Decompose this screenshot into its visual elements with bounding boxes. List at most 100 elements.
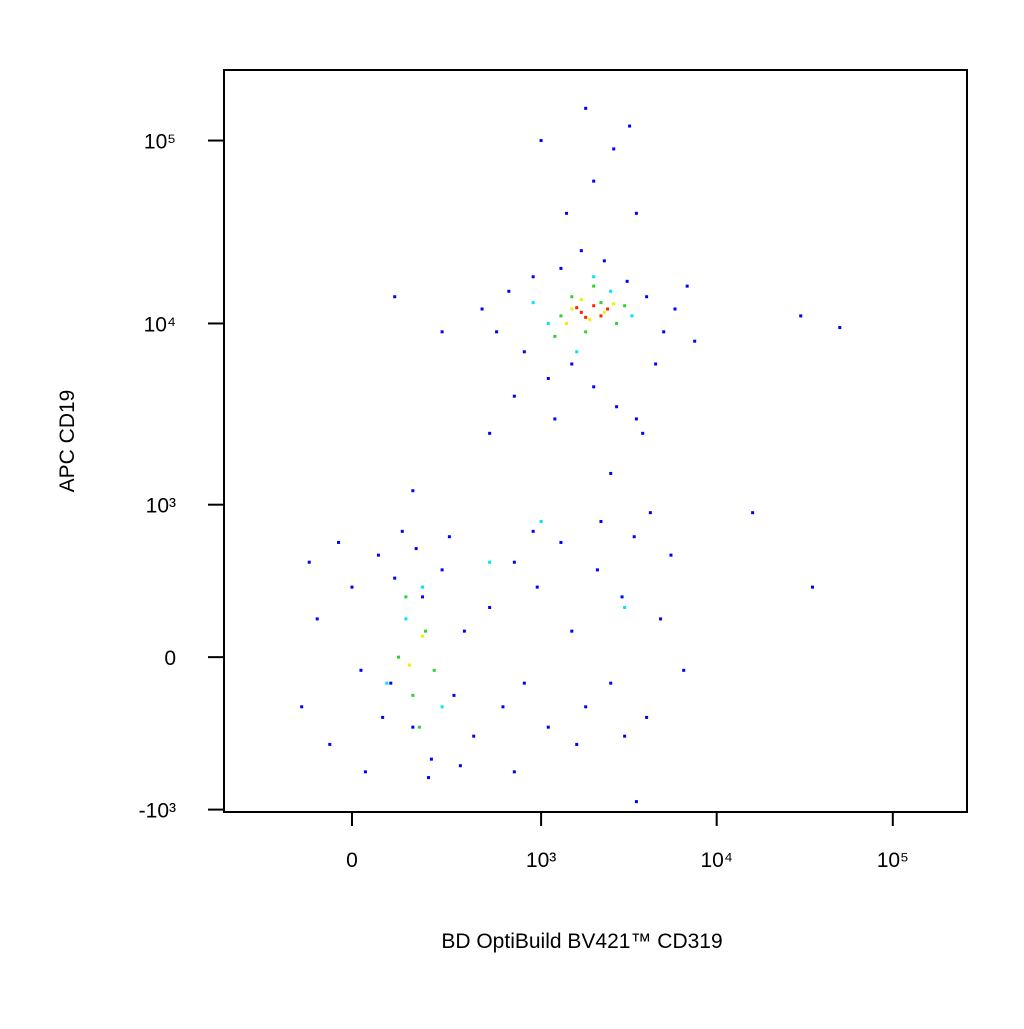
event-dot xyxy=(623,304,627,308)
event-dot xyxy=(421,634,425,638)
event-dot xyxy=(615,321,619,325)
event-dot xyxy=(584,705,588,709)
event-dot xyxy=(645,295,649,299)
event-dot xyxy=(592,304,596,308)
event-dot xyxy=(546,376,550,380)
event-dot xyxy=(350,585,354,589)
event-dot xyxy=(411,725,415,729)
event-dot xyxy=(630,314,634,318)
event-dot xyxy=(531,301,535,305)
event-dot xyxy=(838,326,842,330)
event-dot xyxy=(411,693,415,697)
event-dot xyxy=(654,362,658,366)
event-dot xyxy=(659,617,663,621)
event-dot xyxy=(609,681,613,685)
event-dot xyxy=(682,668,686,672)
event-dot xyxy=(522,350,526,354)
event-dot xyxy=(565,211,569,215)
event-dot xyxy=(559,314,563,318)
event-dot xyxy=(512,770,516,774)
event-dot xyxy=(685,284,689,288)
event-dot xyxy=(389,681,393,685)
event-dot xyxy=(337,540,341,544)
event-dot xyxy=(407,663,411,667)
event-dot xyxy=(427,776,431,780)
event-dot xyxy=(421,595,425,599)
event-dot xyxy=(565,321,569,325)
event-dot xyxy=(531,529,535,533)
event-dot xyxy=(385,681,389,685)
x-axis-label: BD OptiBuild BV421™ CD319 xyxy=(441,930,722,953)
event-dot xyxy=(623,734,627,738)
event-dot xyxy=(512,394,516,398)
event-dot xyxy=(488,605,492,609)
event-dot xyxy=(376,553,380,557)
event-dot xyxy=(535,585,539,589)
event-dot xyxy=(612,147,616,151)
event-dot xyxy=(559,266,563,270)
event-dot xyxy=(570,295,574,299)
event-dot xyxy=(488,560,492,564)
event-dot xyxy=(328,742,332,746)
event-dot xyxy=(606,307,610,311)
event-dot xyxy=(751,511,755,515)
event-dot xyxy=(693,339,697,343)
event-dot xyxy=(584,106,588,110)
event-dot xyxy=(634,800,638,804)
event-dot xyxy=(579,298,583,302)
event-dot xyxy=(612,302,616,306)
event-dot xyxy=(512,560,516,564)
y-tick-label: 10⁴ xyxy=(144,313,176,336)
event-dot xyxy=(634,211,638,215)
event-dot xyxy=(414,547,418,551)
event-dot xyxy=(602,310,606,314)
x-tick-label: 10⁵ xyxy=(877,849,909,872)
event-dot xyxy=(553,417,557,421)
event-dot xyxy=(421,585,425,589)
event-dot xyxy=(645,715,649,719)
event-dot xyxy=(641,431,645,435)
y-tick-label: -10³ xyxy=(139,800,176,823)
event-dot xyxy=(404,595,408,599)
event-dot xyxy=(673,307,677,311)
event-dot xyxy=(628,124,632,128)
event-dot xyxy=(400,529,404,533)
event-dot xyxy=(393,576,397,580)
event-dot xyxy=(575,742,579,746)
event-dot xyxy=(615,405,619,409)
event-dot xyxy=(623,605,627,609)
y-tick-label: 10⁵ xyxy=(144,131,176,154)
event-dot xyxy=(609,289,613,293)
event-dot xyxy=(462,629,466,633)
event-dot xyxy=(472,734,476,738)
event-dot xyxy=(307,560,311,564)
event-dot xyxy=(315,617,319,621)
event-dot xyxy=(458,764,462,768)
x-tick-label: 10⁴ xyxy=(700,849,732,872)
event-dot xyxy=(810,585,814,589)
event-dot xyxy=(575,350,579,354)
event-dot xyxy=(634,417,638,421)
event-dot xyxy=(440,568,444,572)
event-dot xyxy=(570,307,574,311)
event-dot xyxy=(488,431,492,435)
event-dot xyxy=(648,511,652,515)
event-dot xyxy=(575,306,579,310)
event-dot xyxy=(579,310,583,314)
event-dot xyxy=(546,725,550,729)
event-dot xyxy=(662,330,666,334)
y-tick-label: 10³ xyxy=(146,495,176,518)
event-dot xyxy=(381,715,385,719)
event-dot xyxy=(599,519,603,523)
event-dot xyxy=(592,385,596,389)
event-dot xyxy=(553,334,557,338)
x-tick-label: 0 xyxy=(346,849,358,872)
event-dot xyxy=(363,770,367,774)
event-dot xyxy=(440,705,444,709)
event-dot xyxy=(570,629,574,633)
plot-frame xyxy=(223,69,968,813)
event-dot xyxy=(595,568,599,572)
event-dot xyxy=(397,655,401,659)
event-dot xyxy=(452,693,456,697)
event-dot xyxy=(417,725,421,729)
